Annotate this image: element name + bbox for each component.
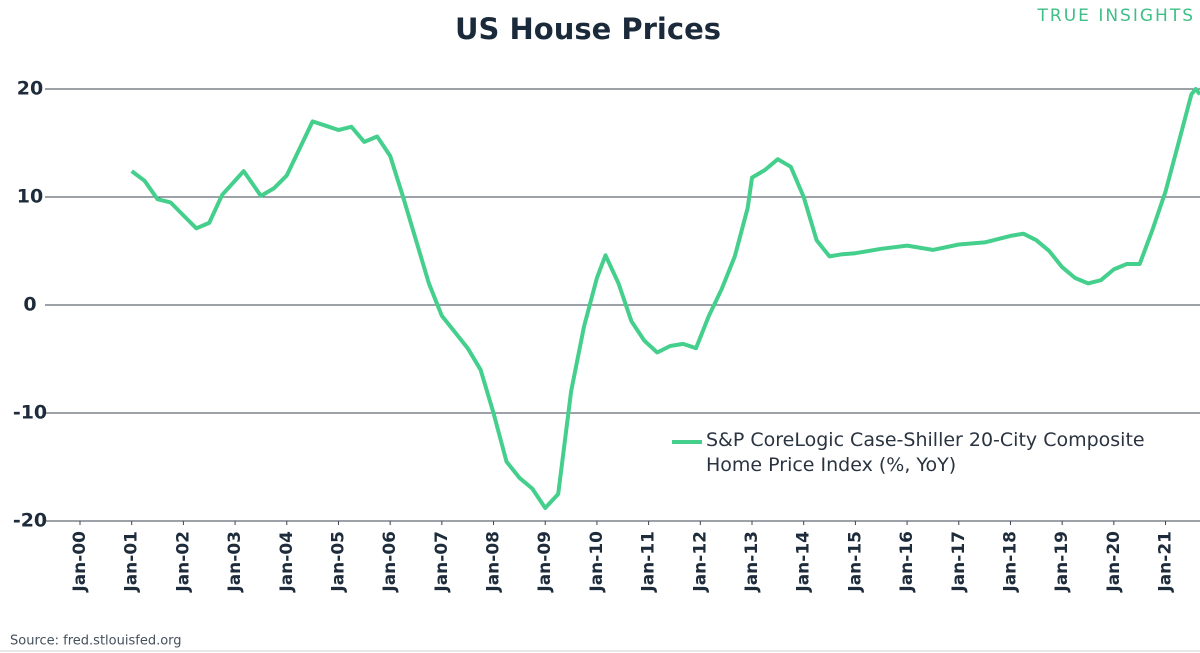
x-tick-label: Jan-12 [690,531,710,593]
x-tick-label: Jan-10 [587,531,607,593]
x-tick-label: Jan-07 [432,531,452,593]
y-tick-label: 10 [17,186,43,208]
x-tick-label: Jan-01 [122,531,142,593]
series-line [130,87,1200,510]
x-tick-label: Jan-21 [1156,531,1176,593]
x-tick-label: Jan-20 [1104,531,1124,593]
x-tick-label: Jan-04 [277,531,297,593]
x-tick-label: Jan-09 [535,531,555,593]
legend-label: S&P CoreLogic Case-Shiller 20-City Compo… [706,429,1145,476]
x-tick-label: Jan-15 [845,531,865,593]
x-tick-label: Jan-02 [173,531,193,593]
y-tick-label: 20 [17,78,43,100]
x-tick-label: Jan-05 [328,531,348,593]
legend-entry: S&P CoreLogic Case-Shiller 20-City Compo… [706,429,1145,476]
y-tick-label: 0 [23,294,36,316]
x-tick-label: Jan-14 [794,531,814,593]
x-tick-label: Jan-17 [949,531,969,593]
x-tick-label: Jan-13 [742,531,762,593]
x-tick-label: Jan-16 [897,531,917,593]
x-tick-label: Jan-03 [225,531,245,593]
x-tick-label: Jan-06 [380,531,400,593]
brand: TRUE INSIGHTS [1037,6,1195,26]
x-tick-label: Jan-08 [484,531,504,593]
y-tick-label: -20 [13,510,47,532]
source: Source: fred.stlouisfed.org [10,634,182,649]
y-tick-label: -10 [13,402,47,424]
x-tick-label: Jan-18 [1000,531,1020,593]
x-tick-label: Jan-00 [70,531,90,593]
x-tick-label: Jan-19 [1052,531,1072,593]
x-tick-label: Jan-11 [639,531,659,593]
chart-title: US House Prices [455,12,721,46]
